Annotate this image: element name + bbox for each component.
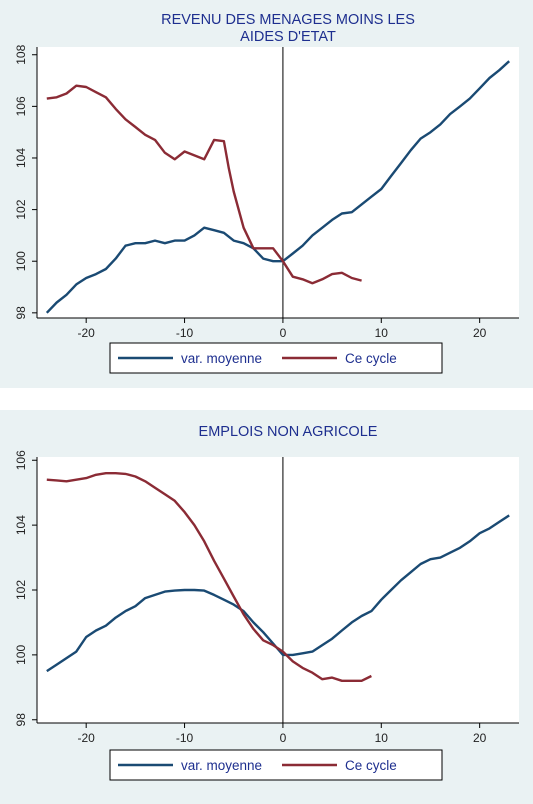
x-tick-label: 10: [375, 731, 389, 745]
chart-title-line: AIDES D'ETAT: [240, 29, 336, 45]
series-line-ce-cycle: [46, 472, 372, 682]
x-tick-label: 0: [280, 731, 287, 745]
x-tick-label: 20: [473, 731, 487, 745]
x-tick-label: -20: [78, 326, 96, 340]
x-tick-label: 20: [473, 326, 487, 340]
chart-panel-revenu: REVENU DES MENAGES MOINS LES AIDES D'ETAT…: [0, 0, 533, 388]
y-tick-label: 104: [14, 515, 28, 535]
y-tick-label: 102: [14, 199, 28, 219]
series-line-ce-cycle: [46, 84, 362, 285]
y-tick-label: 100: [14, 645, 28, 665]
y-tick-label: 106: [14, 450, 28, 470]
y-tick-label: 98: [14, 306, 28, 320]
chart-panel-emplois: EMPLOIS NON AGRICOLE 98 100 102 104 106 -20 -10…: [0, 410, 533, 804]
y-tick-label: 100: [14, 251, 28, 271]
legend-label-var-moyenne: var. moyenne: [181, 351, 262, 366]
plot-area: [37, 457, 519, 723]
series-line-var-moyenne: [45, 60, 511, 314]
x-tick-label: -10: [176, 731, 194, 745]
y-tick-label: 98: [14, 713, 28, 727]
y-tick-label: 102: [14, 580, 28, 600]
legend-label-ce-cycle: Ce cycle: [345, 758, 397, 773]
plot-area: [37, 47, 519, 318]
legend-label-var-moyenne: var. moyenne: [181, 758, 262, 773]
chart-title-line: REVENU DES MENAGES MOINS LES: [161, 12, 415, 28]
y-tick-label: 106: [14, 96, 28, 116]
chart-title-line: EMPLOIS NON AGRICOLE: [199, 424, 378, 440]
x-tick-label: 0: [280, 326, 287, 340]
legend-label-ce-cycle: Ce cycle: [345, 351, 397, 366]
x-tick-label: 10: [375, 326, 389, 340]
x-tick-label: -20: [78, 731, 96, 745]
y-tick-label: 104: [14, 148, 28, 168]
x-tick-label: -10: [176, 326, 194, 340]
y-tick-label: 108: [14, 44, 28, 64]
